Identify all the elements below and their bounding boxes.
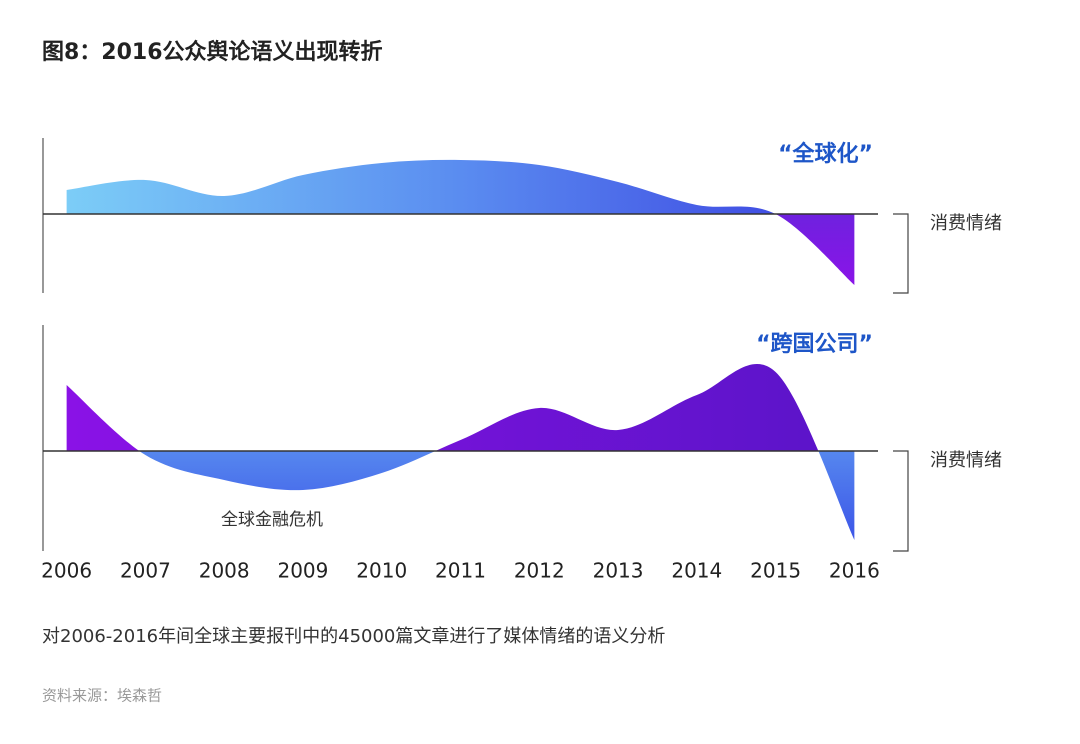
x-tick-label: 2014 [671, 559, 722, 583]
area-neg [66, 451, 855, 540]
x-tick-label: 2016 [829, 559, 880, 583]
source: 资料来源：埃森哲 [42, 687, 162, 705]
caption: 对2006-2016年间全球主要报刊中的45000篇文章进行了媒体情绪的语义分析 [42, 626, 665, 647]
area-pos [66, 159, 855, 214]
bracket [893, 213, 909, 294]
title: 图8：2016公众舆论语义出现转折 [42, 39, 383, 65]
axis-label: 消费情绪 [930, 213, 1002, 234]
annotation: 全球金融危机 [221, 510, 323, 530]
x-tick-label: 2011 [435, 559, 486, 583]
x-tick-label: 2012 [514, 559, 565, 583]
x-tick-label: 2015 [750, 559, 801, 583]
series-label: “跨国公司” [756, 332, 873, 357]
x-tick-label: 2006 [41, 559, 92, 583]
x-tick-label: 2010 [356, 559, 407, 583]
x-tick-label: 2008 [199, 559, 250, 583]
axis-label: 消费情绪 [930, 450, 1002, 471]
bracket [893, 450, 909, 552]
series-label: “全球化” [778, 141, 873, 167]
x-tick-label: 2007 [120, 559, 171, 583]
area-pos [66, 364, 855, 451]
x-tick-label: 2009 [277, 559, 328, 583]
x-tick-label: 2013 [593, 559, 644, 583]
